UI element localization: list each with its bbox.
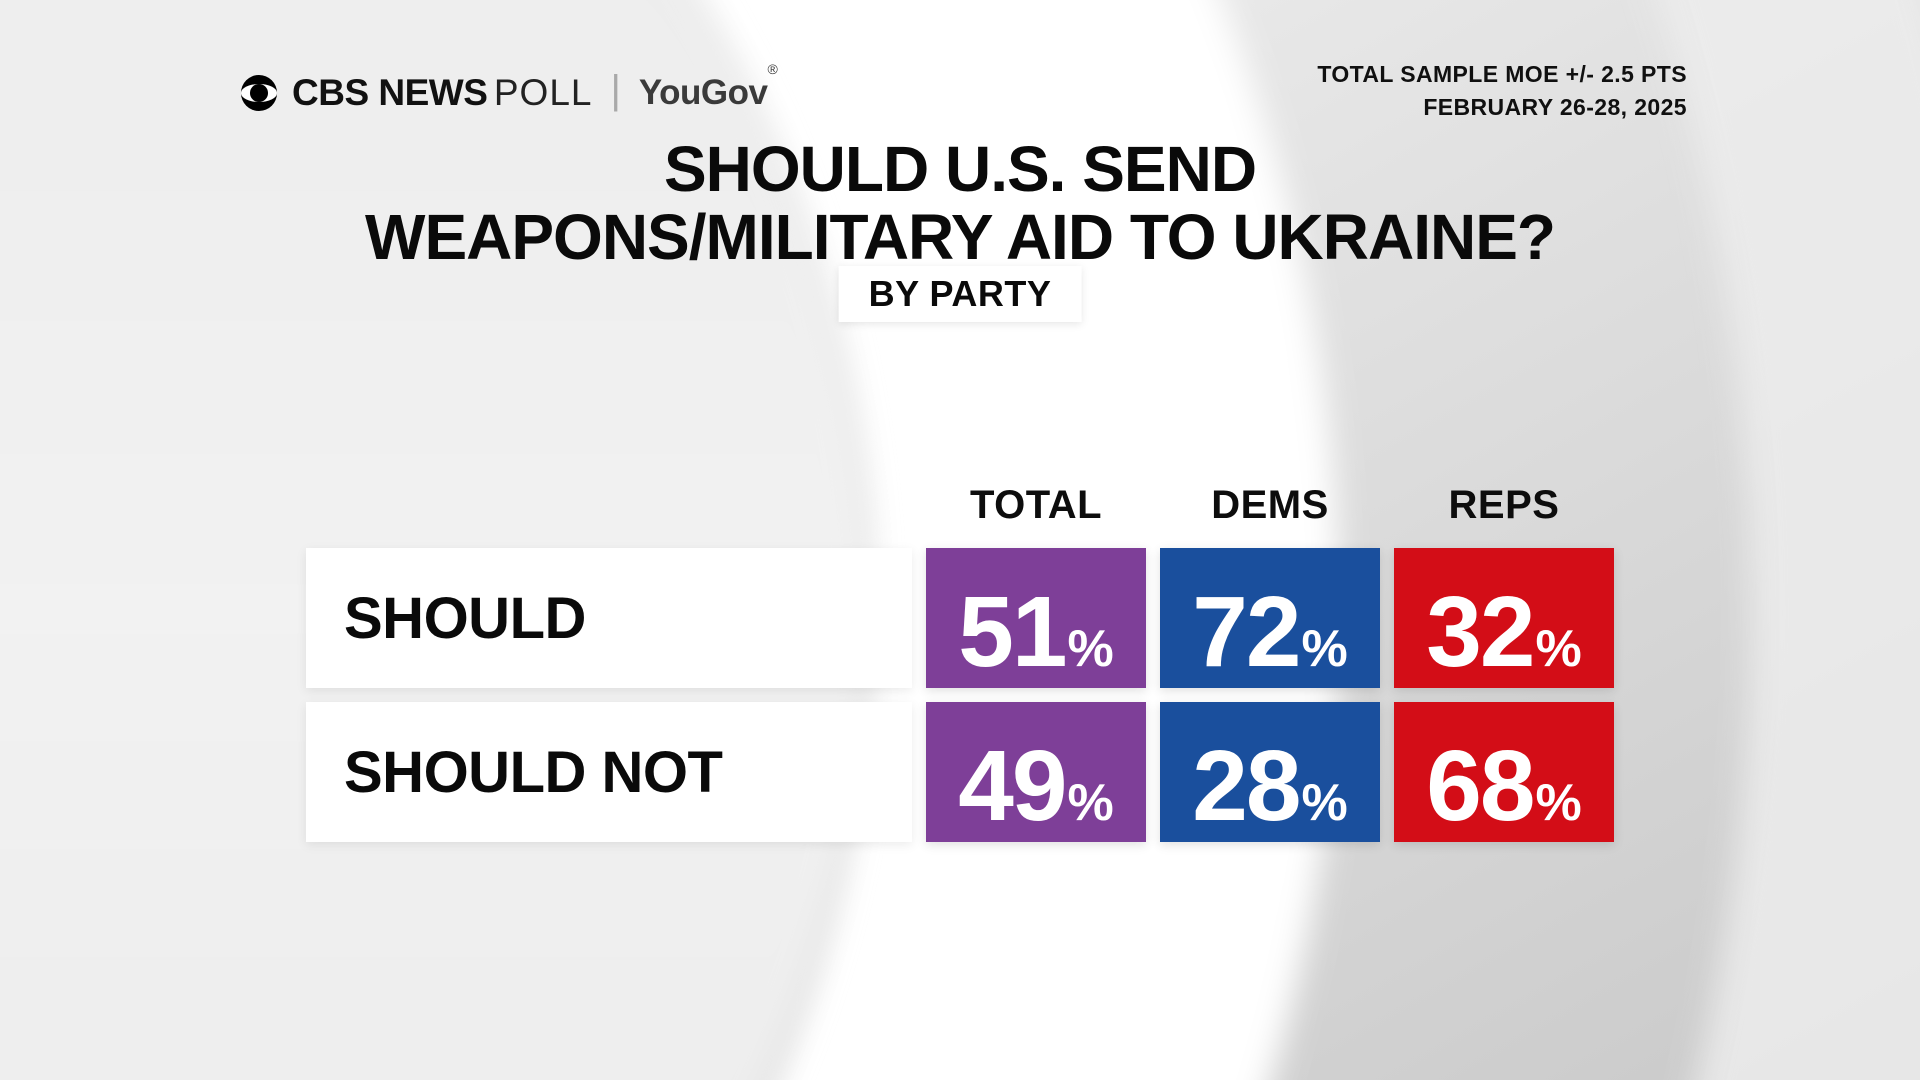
branding: CBS NEWS POLL | YouGov® (240, 61, 778, 115)
value-cell-should-total: 51% (926, 548, 1146, 688)
moe-line: TOTAL SAMPLE MOE +/- 2.5 PTS (1317, 61, 1687, 87)
row-label-should: SHOULD (306, 548, 912, 688)
percent-sign: % (1535, 774, 1582, 832)
title-line-2: WEAPONS/MILITARY AID TO UKRAINE? (365, 200, 1556, 273)
registered-trademark: ® (767, 60, 778, 77)
value-number: 49 (958, 730, 1067, 842)
yougov-wordmark: YouGov® (638, 61, 778, 113)
value-cell-should-reps: 32% (1394, 548, 1614, 688)
percent-sign: % (1301, 620, 1348, 678)
sample-note: TOTAL SAMPLE MOE +/- 2.5 PTS FEBRUARY 26… (1317, 58, 1687, 125)
value-cell-shouldnot-reps: 68% (1394, 702, 1614, 842)
column-header-dems: DEMS (1211, 483, 1329, 527)
cbs-eye-icon (240, 74, 278, 111)
percent-sign: % (1535, 620, 1582, 678)
column-header-total: TOTAL (969, 483, 1103, 527)
value-number: 32 (1426, 576, 1535, 688)
value-cell-shouldnot-dems: 28% (1160, 702, 1380, 842)
title-line-1: SHOULD U.S. SEND (663, 133, 1257, 205)
value-cell-should-dems: 72% (1160, 548, 1380, 688)
percent-sign: % (1067, 774, 1114, 832)
percent-sign: % (1301, 774, 1348, 832)
brand-divider: | (610, 68, 621, 112)
subtitle-badge: BY PARTY (838, 266, 1082, 322)
value-number: 28 (1192, 730, 1301, 842)
value-cell-shouldnot-total: 49% (926, 702, 1146, 842)
value-number: 72 (1192, 576, 1301, 688)
yougov-text: YouGov (638, 72, 768, 112)
column-header-reps: REPS (1448, 483, 1560, 527)
row-label-should-not: SHOULD NOT (306, 702, 912, 842)
corner-spacer (306, 482, 912, 534)
value-number: 68 (1426, 730, 1535, 842)
date-line: FEBRUARY 26-28, 2025 (1423, 94, 1687, 121)
cbs-news-text: CBS NEWS (292, 71, 488, 113)
results-table: TOTAL DEMS REPS SHOULD 51% 72% 32% SHOUL… (306, 482, 1614, 842)
percent-sign: % (1067, 620, 1114, 678)
page-title: SHOULD U.S. SEND WEAPONS/MILITARY AID TO… (0, 133, 1920, 273)
value-number: 51 (958, 576, 1067, 688)
poll-text: POLL (493, 71, 593, 113)
cbs-news-wordmark: CBS NEWS POLL (292, 72, 592, 114)
